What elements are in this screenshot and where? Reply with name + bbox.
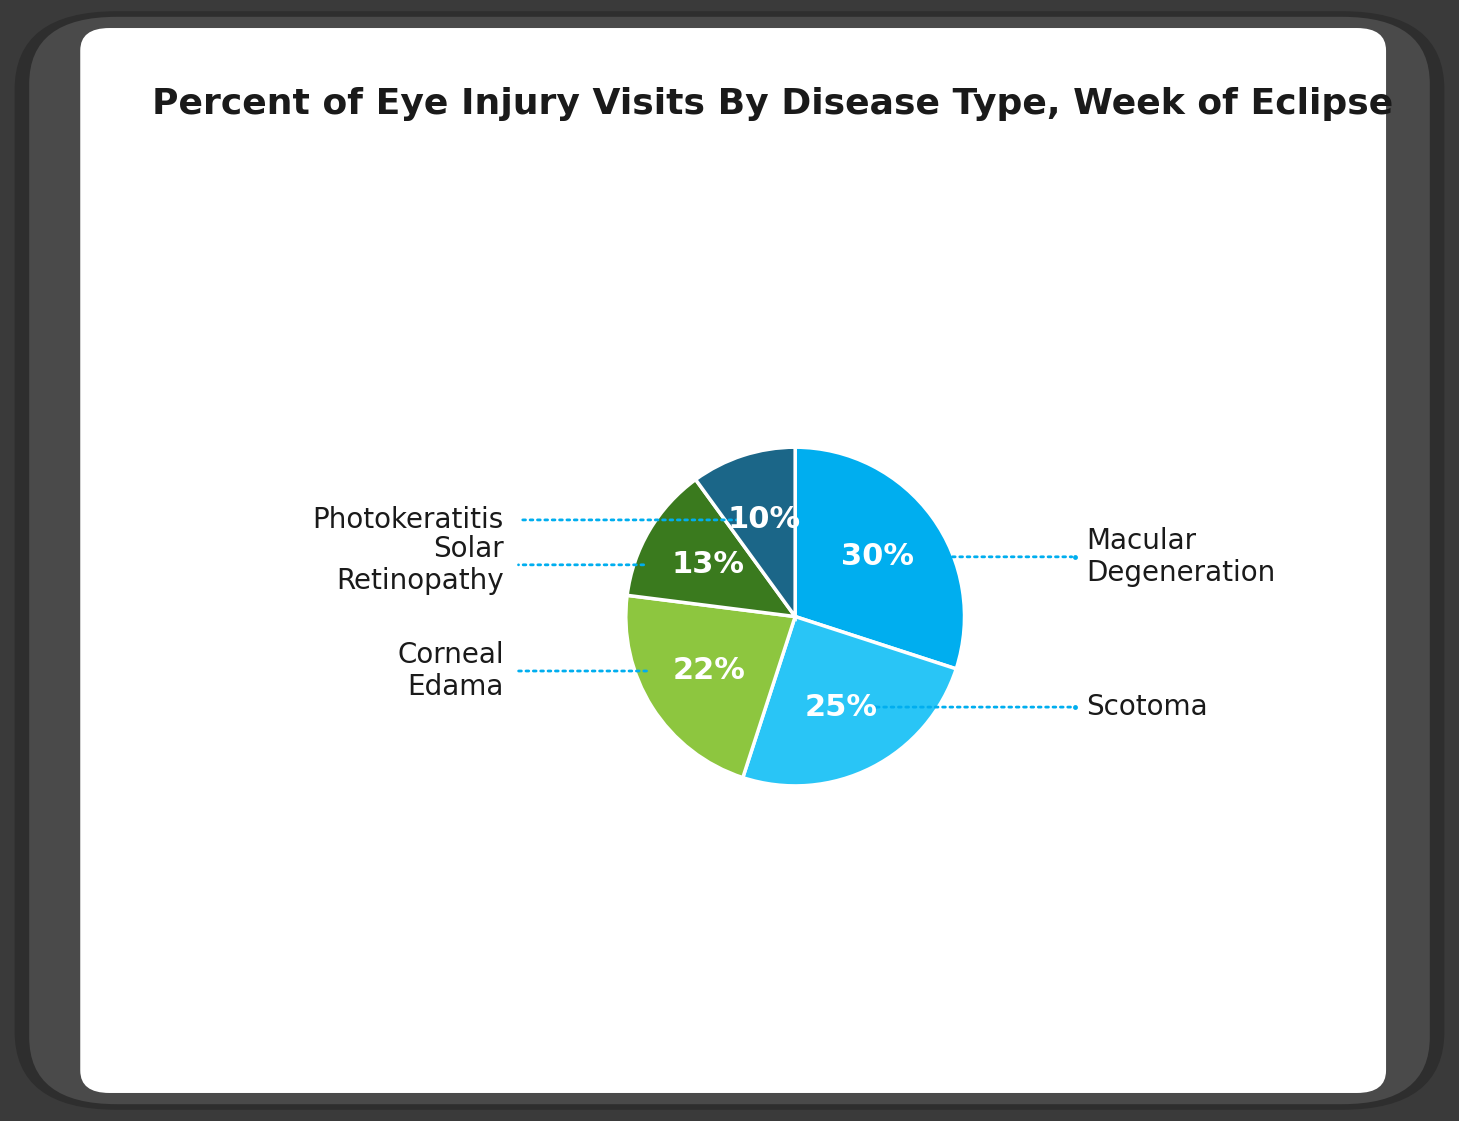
Text: 22%: 22% [673,657,746,686]
Text: 30%: 30% [840,543,913,572]
Text: Scotoma: Scotoma [1087,693,1208,721]
Text: Solar
Retinopathy: Solar Retinopathy [336,535,503,595]
Wedge shape [743,617,956,786]
Text: Percent of Eye Injury Visits By Disease Type, Week of Eclipse: Percent of Eye Injury Visits By Disease … [152,86,1393,121]
Text: Photokeratitis: Photokeratitis [312,506,503,534]
Text: Corneal
Edama: Corneal Edama [397,641,503,702]
Wedge shape [795,447,964,669]
Wedge shape [626,595,795,778]
Text: 10%: 10% [727,506,801,535]
Text: Macular
Degeneration: Macular Degeneration [1087,527,1275,587]
Text: 25%: 25% [805,693,878,722]
Text: 13%: 13% [671,550,744,580]
Wedge shape [627,480,795,617]
Wedge shape [696,447,795,617]
